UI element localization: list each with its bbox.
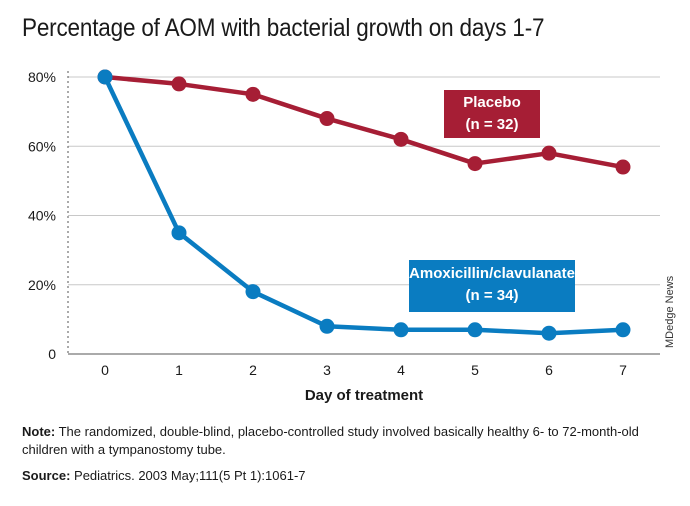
x-tick-label: 2 <box>249 362 257 378</box>
x-tick-label: 3 <box>323 362 331 378</box>
source-text: Source: Pediatrics. 2003 May;111(5 Pt 1)… <box>22 467 662 485</box>
data-point-placebo <box>393 131 409 147</box>
note-body: The randomized, double-blind, placebo-co… <box>22 424 639 457</box>
tick-labels: 0 20% 40% 60% 80% 0 1 2 3 4 5 6 7 <box>28 69 627 378</box>
x-tick-label: 0 <box>101 362 109 378</box>
legend-placebo: Placebo (n = 32) <box>444 90 540 138</box>
data-point-amoxicillin <box>615 322 631 338</box>
data-point-amoxicillin <box>245 284 261 300</box>
note-text: Note: The randomized, double-blind, plac… <box>22 423 662 459</box>
data-point-amoxicillin <box>171 225 187 241</box>
legend-placebo-n: (n = 32) <box>465 116 519 133</box>
data-point-amoxicillin <box>541 325 557 341</box>
data-point-amoxicillin <box>319 318 335 334</box>
legend-amoxicillin: Amoxicillin/clavulanate (n = 34) <box>409 260 575 312</box>
data-point-placebo <box>319 111 335 127</box>
axes <box>67 71 660 355</box>
data-point-amoxicillin <box>467 322 483 338</box>
y-tick-label: 80% <box>28 69 56 85</box>
data-point-amoxicillin <box>97 69 113 85</box>
legend-placebo-name: Placebo <box>463 94 521 111</box>
credit-label: MDedge News <box>664 275 676 348</box>
series <box>97 69 631 341</box>
data-point-placebo <box>467 156 483 172</box>
data-point-placebo <box>615 159 631 175</box>
series-line-placebo <box>102 74 626 170</box>
data-point-placebo <box>541 145 557 161</box>
source-body: Pediatrics. 2003 May;111(5 Pt 1):1061-7 <box>70 468 306 483</box>
y-tick-label: 20% <box>28 277 56 293</box>
series-line-amoxicillin <box>102 74 626 336</box>
y-tick-label: 40% <box>28 208 56 224</box>
source-label: Source: <box>22 468 71 483</box>
x-tick-label: 7 <box>619 362 627 378</box>
line-chart: 0 20% 40% 60% 80% 0 1 2 3 4 5 6 7 Day of treatment <box>28 69 660 404</box>
x-tick-label: 6 <box>545 362 553 378</box>
data-point-amoxicillin <box>393 322 409 338</box>
y-tick-label: 0 <box>48 346 56 362</box>
x-tick-label: 1 <box>175 362 183 378</box>
x-tick-label: 5 <box>471 362 479 378</box>
chart-title: Percentage of AOM with bacterial growth … <box>22 14 545 42</box>
y-tick-label: 60% <box>28 138 56 154</box>
note-label: Note: <box>22 424 56 439</box>
legend-amoxicillin-n: (n = 34) <box>465 287 519 304</box>
data-point-placebo <box>171 76 187 92</box>
data-point-placebo <box>245 86 261 102</box>
x-tick-label: 4 <box>397 362 405 378</box>
x-axis-label: Day of treatment <box>305 387 423 404</box>
legend-amoxicillin-name: Amoxicillin/clavulanate <box>409 265 575 282</box>
